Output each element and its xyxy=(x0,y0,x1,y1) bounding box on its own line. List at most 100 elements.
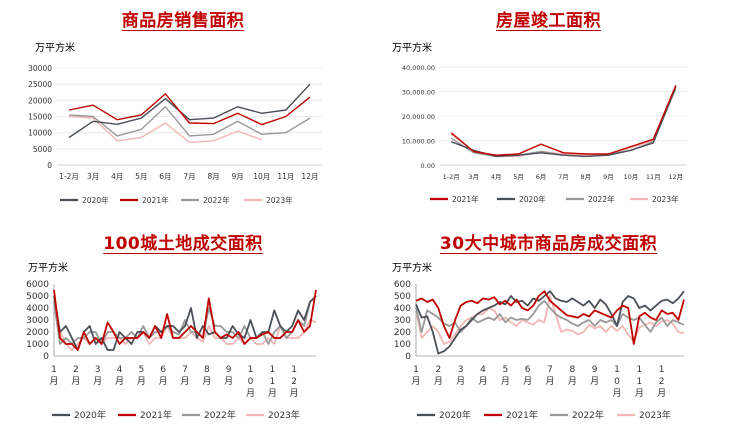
panel-sales-area: 商品房销售面积 万平方米 0 5000 10000 15000 20000 25000 30… xyxy=(0,0,366,215)
series-line-2023年 xyxy=(68,115,263,144)
y-tick-label: 0.00 xyxy=(421,162,435,170)
legend-label: 2020年 xyxy=(82,195,109,205)
x-tick-label: 9月 xyxy=(232,172,244,181)
y-tick-label: 30,000.00 xyxy=(402,89,435,97)
panel-title: 100城土地成交面积 xyxy=(103,234,263,254)
legend-label: 2021年 xyxy=(140,409,172,421)
legend-label: 2023年 xyxy=(266,195,293,205)
unit-label: 万平方米 xyxy=(28,263,68,274)
x-tick-label: 4月 xyxy=(111,172,123,181)
legend-label: 2023年 xyxy=(268,409,300,421)
y-tick-label: 400 xyxy=(394,304,411,314)
legend-label: 2020年 xyxy=(439,409,471,421)
x-tick-label: 8月 xyxy=(207,172,219,181)
series-line-2022年 xyxy=(68,106,311,137)
legend-label: 2021年 xyxy=(506,409,538,421)
y-tick-label: 3000 xyxy=(26,316,49,326)
legend-label: 2021年 xyxy=(142,195,169,205)
y-tick-label: 0 xyxy=(47,161,52,170)
legend-label: 2020年 xyxy=(74,409,106,421)
legend-label: 2022年 xyxy=(588,194,615,204)
y-tick-label: 40,000.00 xyxy=(402,64,435,72)
series-line-2020年 xyxy=(53,295,317,351)
legend-label: 2020年 xyxy=(519,194,546,204)
x-tick-label: 7月 xyxy=(183,172,195,181)
series-line-2020年 xyxy=(415,290,685,355)
x-tick-label: 12月 xyxy=(668,173,683,181)
land-area-chart: 0 1000 2000 3000 4000 5000 6000 1 月 2 月 3 月 4 月 5 月 6 月 7 月 8… xyxy=(26,280,317,421)
series-line-2021年 xyxy=(415,290,685,345)
x-tick-label: 5月 xyxy=(513,173,524,181)
x-tick-label: 3月 xyxy=(87,172,99,181)
legend-label: 2022年 xyxy=(203,195,230,205)
y-tick-label: 100 xyxy=(394,340,411,350)
y-tick-label: 2000 xyxy=(26,328,49,338)
y-tick-label: 30000 xyxy=(28,64,52,73)
completion-area-chart: 0.00 10,000.00 20,000.00 30,000.00 40,000.00… xyxy=(402,64,687,204)
legend-label: 2023年 xyxy=(652,194,679,204)
y-tick-label: 500 xyxy=(394,292,411,302)
city30-area-chart: 0 100 200 300 400 500 600 1 月 2 月 3 月 4 月 5 月 6 月 7 月 8 月 9 月 1 0 月… xyxy=(394,280,685,421)
panel-completion-area: 房屋竣工面积 万平方米 0.00 10,000.00 20,000.00 30,000… xyxy=(366,0,731,215)
y-tick-label: 15000 xyxy=(28,113,52,122)
sales-area-chart: 0 5000 10000 15000 20000 25000 30000 1-2月 3月 4月 5月… xyxy=(28,64,322,205)
y-tick-label: 0 xyxy=(405,352,411,362)
y-tick-label: 25000 xyxy=(28,80,52,89)
x-tick-label: 11月 xyxy=(277,172,294,181)
x-tick-label: 7月 xyxy=(558,173,569,181)
series-line-2023年 xyxy=(415,295,685,345)
legend-label: 2022年 xyxy=(204,409,236,421)
legend-label: 2022年 xyxy=(572,409,604,421)
y-tick-label: 10000 xyxy=(28,129,52,138)
x-tick-label: 1-2月 xyxy=(59,172,79,181)
series-line-2020年 xyxy=(450,86,677,158)
y-tick-label: 10,000.00 xyxy=(402,138,435,146)
series-line-2021年 xyxy=(450,85,677,156)
x-tick-label: 12月 xyxy=(301,172,318,181)
x-tick-label: 10月 xyxy=(253,172,270,181)
x-tick-label: 3月 xyxy=(468,173,479,181)
panel-title: 商品房销售面积 xyxy=(121,11,245,31)
series-line-2020年 xyxy=(68,83,311,139)
series-line-2021年 xyxy=(68,93,311,126)
y-tick-label: 300 xyxy=(394,316,411,326)
x-tick-label: 9月 xyxy=(603,173,614,181)
y-tick-label: 200 xyxy=(394,328,411,338)
x-tick-label: 6月 xyxy=(159,172,171,181)
y-tick-label: 20,000.00 xyxy=(402,113,435,121)
x-tick-label: 1-2月 xyxy=(443,173,460,181)
y-tick-label: 20000 xyxy=(28,96,52,105)
panel-30city-area: 30大中城市商品房成交面积 万平方米 0 100 200 300 400 500 600 1 月… xyxy=(366,215,731,429)
x-tick-label: 10月 xyxy=(623,173,638,181)
legend-label: 2021年 xyxy=(452,194,479,204)
legend-label: 2023年 xyxy=(639,409,671,421)
y-tick-label: 1000 xyxy=(26,340,49,350)
unit-label: 万平方米 xyxy=(392,263,432,274)
y-tick-label: 0 xyxy=(43,352,49,362)
y-tick-label: 5000 xyxy=(33,145,52,154)
series-line-2021年 xyxy=(53,289,317,351)
x-tick-label: 5月 xyxy=(135,172,147,181)
x-tick-label: 8月 xyxy=(581,173,592,181)
panel-title: 30大中城市商品房成交面积 xyxy=(439,234,658,254)
y-tick-label: 600 xyxy=(394,280,411,290)
